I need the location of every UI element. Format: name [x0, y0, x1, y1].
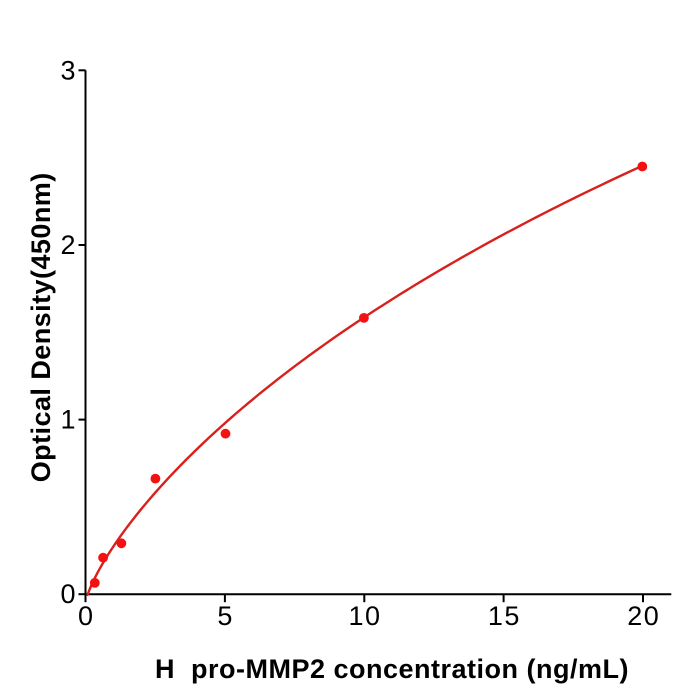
svg-text:0: 0	[78, 601, 93, 631]
svg-text:2: 2	[60, 230, 75, 260]
svg-text:20: 20	[627, 601, 660, 631]
svg-text:15: 15	[488, 601, 521, 631]
svg-text:H pro-MMP2 concentration (ng/: H pro-MMP2 concentration (ng/mL)	[155, 654, 629, 684]
svg-text:10: 10	[349, 601, 382, 631]
svg-text:5: 5	[217, 601, 232, 631]
svg-text:Optical Density(450nm): Optical Density(450nm)	[26, 172, 56, 482]
svg-text:3: 3	[60, 55, 75, 85]
svg-text:0: 0	[60, 579, 75, 609]
svg-text:1: 1	[60, 405, 75, 435]
